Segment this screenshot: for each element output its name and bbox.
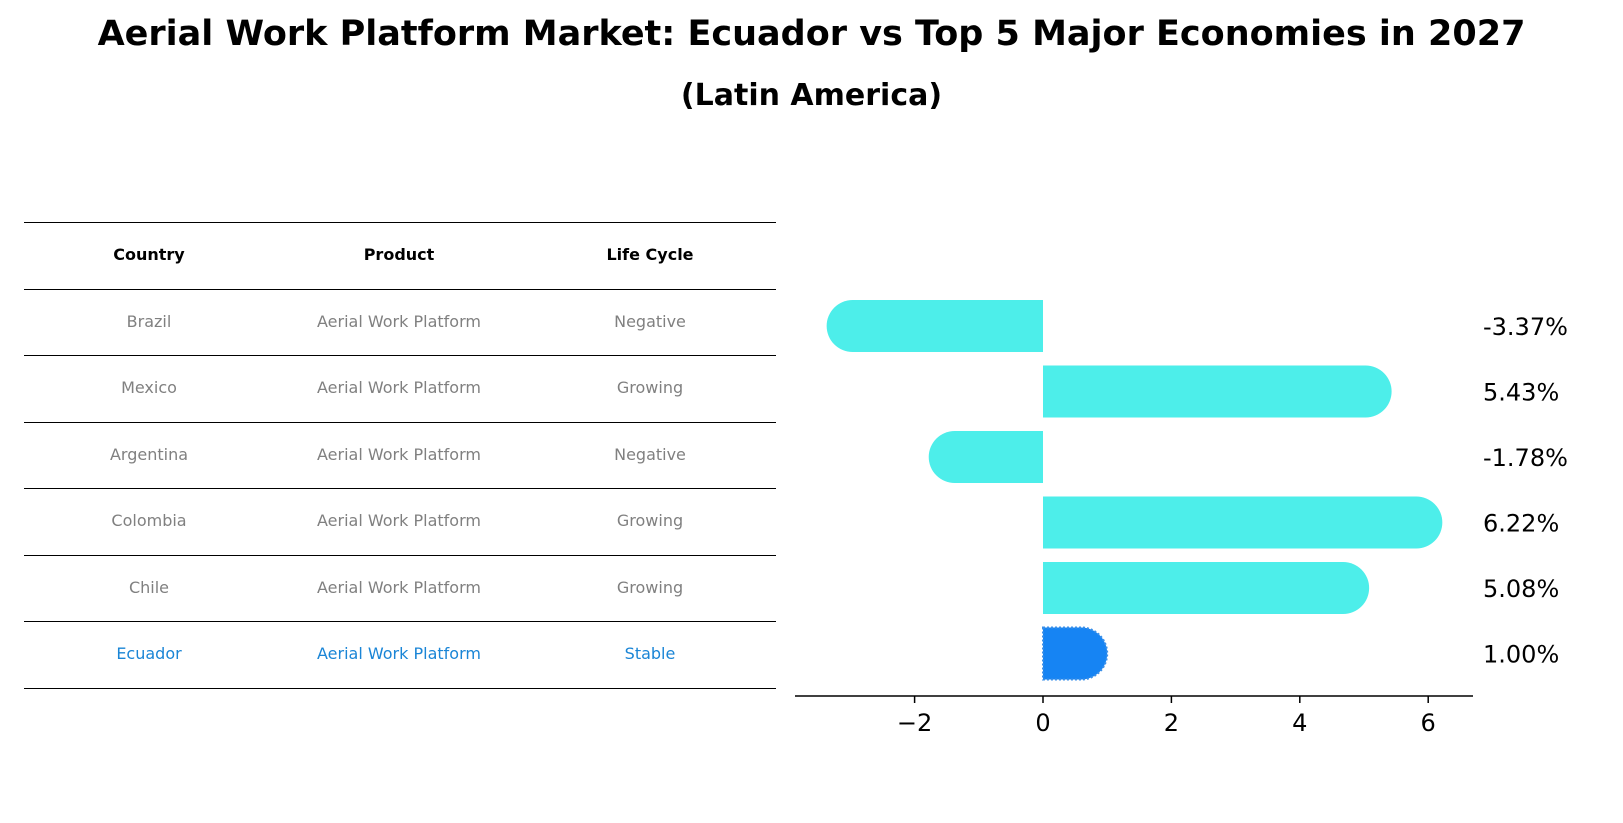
table-cell: Stable xyxy=(624,644,676,664)
x-tick-label: 0 xyxy=(1035,709,1050,737)
table-cell: Negative xyxy=(614,444,686,464)
table-cell: Growing xyxy=(616,378,684,398)
table-rule xyxy=(24,621,776,622)
bar-mexico xyxy=(1043,365,1392,418)
bar-argentina xyxy=(928,431,1043,483)
data-label: 5.43% xyxy=(1483,379,1559,407)
table-cell: Colombia xyxy=(111,511,187,531)
data-label: -3.37% xyxy=(1483,313,1568,341)
table-rule xyxy=(24,687,776,689)
table-cell: Ecuador xyxy=(116,644,182,664)
table-cell: Aerial Work Platform xyxy=(317,378,481,398)
table-cell: Argentina xyxy=(109,444,189,464)
table-rule xyxy=(24,421,776,423)
bar-ecuador xyxy=(1042,626,1109,681)
x-tick-label: 2 xyxy=(1164,709,1179,737)
chart-subtitle: (Latin America) xyxy=(680,78,943,113)
x-tick-label: 6 xyxy=(1421,709,1436,737)
x-tick-label: 4 xyxy=(1292,709,1307,737)
table-rule xyxy=(24,288,776,290)
x-tick-label: −2 xyxy=(897,709,932,737)
table-cell: Brazil xyxy=(126,311,172,331)
table-cell: Negative xyxy=(614,311,686,331)
table-cell: Growing xyxy=(616,577,684,597)
table-cell: Mexico xyxy=(121,378,177,398)
table-cell: Chile xyxy=(128,577,170,597)
table-header-cell: Product xyxy=(363,245,435,265)
data-label: 1.00% xyxy=(1483,641,1559,669)
data-label: 5.08% xyxy=(1483,575,1559,603)
table-cell: Aerial Work Platform xyxy=(317,444,481,464)
table-cell: Aerial Work Platform xyxy=(317,311,481,331)
chart-title: Aerial Work Platform Market: Ecuador vs … xyxy=(97,14,1526,54)
table-cell: Aerial Work Platform xyxy=(317,644,481,664)
table-cell: Aerial Work Platform xyxy=(317,511,481,531)
bar-brazil xyxy=(826,300,1043,352)
table-header-cell: Life Cycle xyxy=(606,245,694,265)
table-cell: Growing xyxy=(616,511,684,531)
bar-colombia xyxy=(1043,496,1443,549)
table-rule xyxy=(24,488,776,489)
table-header-cell: Country xyxy=(113,245,185,265)
table-rule xyxy=(24,355,776,356)
table-rule xyxy=(24,554,776,556)
bar-chile xyxy=(1043,562,1370,614)
data-label: -1.78% xyxy=(1483,444,1568,472)
table-rule xyxy=(24,222,776,223)
table-cell: Aerial Work Platform xyxy=(317,577,481,597)
data-label: 6.22% xyxy=(1483,510,1559,538)
